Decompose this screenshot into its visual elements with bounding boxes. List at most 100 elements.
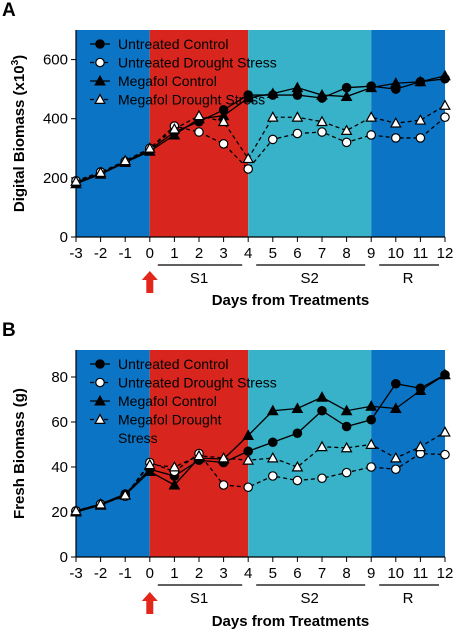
legend-marker <box>94 93 106 104</box>
data-point <box>292 475 303 486</box>
y-tick-label: 80 <box>51 369 68 386</box>
data-point <box>143 458 156 470</box>
panel-letter: B <box>2 320 16 341</box>
legend-label: Megafol Drought <box>118 412 222 428</box>
x-tick-label: 8 <box>342 565 350 582</box>
series-line <box>75 78 446 183</box>
data-point <box>389 117 402 128</box>
y-tick-label: 400 <box>43 111 68 128</box>
data-point <box>365 438 378 449</box>
x-tick-label: 9 <box>367 245 375 262</box>
data-point <box>193 109 205 121</box>
data-point <box>341 137 352 148</box>
x-tick-label: 12 <box>437 565 454 582</box>
data-point <box>243 164 253 174</box>
y-axis-title-superscript: 3 <box>10 59 21 65</box>
data-point <box>340 441 353 453</box>
x-tick-label: 11 <box>413 245 429 262</box>
x-tick-label: 11 <box>413 565 429 582</box>
data-point <box>341 467 352 478</box>
data-point <box>292 128 303 139</box>
data-point <box>365 400 378 411</box>
legend: Untreated Control Untreated Drought Stres… <box>90 356 277 446</box>
x-tick-label: 6 <box>293 565 301 582</box>
phase-band <box>248 350 372 557</box>
series-line <box>75 75 446 185</box>
y-axis-title-suffix: ) <box>11 55 28 60</box>
data-point <box>168 128 181 140</box>
x-tick-label: -2 <box>94 565 107 582</box>
data-point <box>266 451 279 463</box>
y-tick-label: 0 <box>60 549 68 566</box>
legend-label: Stress <box>118 430 158 446</box>
data-point <box>439 69 451 81</box>
y-axis-title-main: Digital Biomass (x10 <box>11 65 28 212</box>
x-tick-label: 6 <box>293 245 301 262</box>
data-point <box>266 111 279 122</box>
data-point <box>439 99 451 110</box>
data-point <box>292 428 303 439</box>
x-tick-label: -3 <box>69 565 82 582</box>
data-point <box>340 404 353 416</box>
data-point <box>267 437 278 448</box>
y-tick-label: 600 <box>43 52 68 69</box>
x-tick-label: 4 <box>244 565 252 582</box>
y-tick-label: 0 <box>60 229 68 246</box>
x-tick-label: 3 <box>219 565 227 582</box>
x-tick-label: 4 <box>244 245 252 262</box>
legend-marker <box>95 57 105 68</box>
legend-label: Megafol Control <box>118 73 217 89</box>
x-tick-label: 1 <box>170 565 178 582</box>
data-point <box>217 115 230 127</box>
x-tick-label: 5 <box>269 245 277 262</box>
data-point <box>389 451 402 463</box>
data-point <box>217 451 230 463</box>
data-point <box>366 462 376 472</box>
data-point <box>94 166 107 177</box>
y-tick-label: 40 <box>51 459 68 476</box>
data-point <box>414 75 427 87</box>
legend: Untreated Control Untreated Drought Stres… <box>90 36 277 108</box>
data-point <box>243 482 253 493</box>
data-point <box>291 81 304 93</box>
data-point <box>390 133 401 143</box>
data-point <box>267 471 278 481</box>
series-line <box>75 104 446 183</box>
data-point <box>143 142 156 153</box>
legend-label: Untreated Control <box>118 356 229 372</box>
x-tick-label: 1 <box>170 245 178 262</box>
x-tick-label: 0 <box>146 565 154 582</box>
series-megafol-drought-stress <box>70 99 451 186</box>
data-point <box>242 454 255 465</box>
x-tick-label: 3 <box>219 245 227 262</box>
x-tick-label: 5 <box>269 565 277 582</box>
data-point <box>389 77 402 88</box>
x-tick-label: 9 <box>367 565 375 582</box>
phase-label: S2 <box>301 270 319 287</box>
phase-label: S1 <box>190 270 208 287</box>
data-point <box>439 368 451 380</box>
series-line <box>75 116 446 182</box>
data-point <box>340 90 353 101</box>
phase-label: R <box>403 590 414 607</box>
data-point <box>317 473 327 484</box>
legend-label: Untreated Drought Stress <box>118 375 277 391</box>
x-tick-label: 2 <box>195 245 203 262</box>
data-point <box>365 81 378 93</box>
data-point <box>291 460 304 472</box>
data-point <box>194 127 204 137</box>
data-point <box>316 440 328 452</box>
data-point <box>242 429 255 440</box>
phase-label: R <box>403 270 414 287</box>
x-tick-label: -3 <box>69 245 82 262</box>
y-axis-title-main: Fresh Biomass (g) <box>11 388 28 519</box>
x-tick-label: -2 <box>94 245 107 262</box>
phase-band <box>76 350 150 557</box>
y-tick-label: 200 <box>43 170 68 187</box>
treatment-arrow-icon <box>141 271 158 293</box>
x-tick-label: -1 <box>119 245 132 262</box>
data-point <box>168 460 181 472</box>
legend-marker <box>94 74 106 86</box>
